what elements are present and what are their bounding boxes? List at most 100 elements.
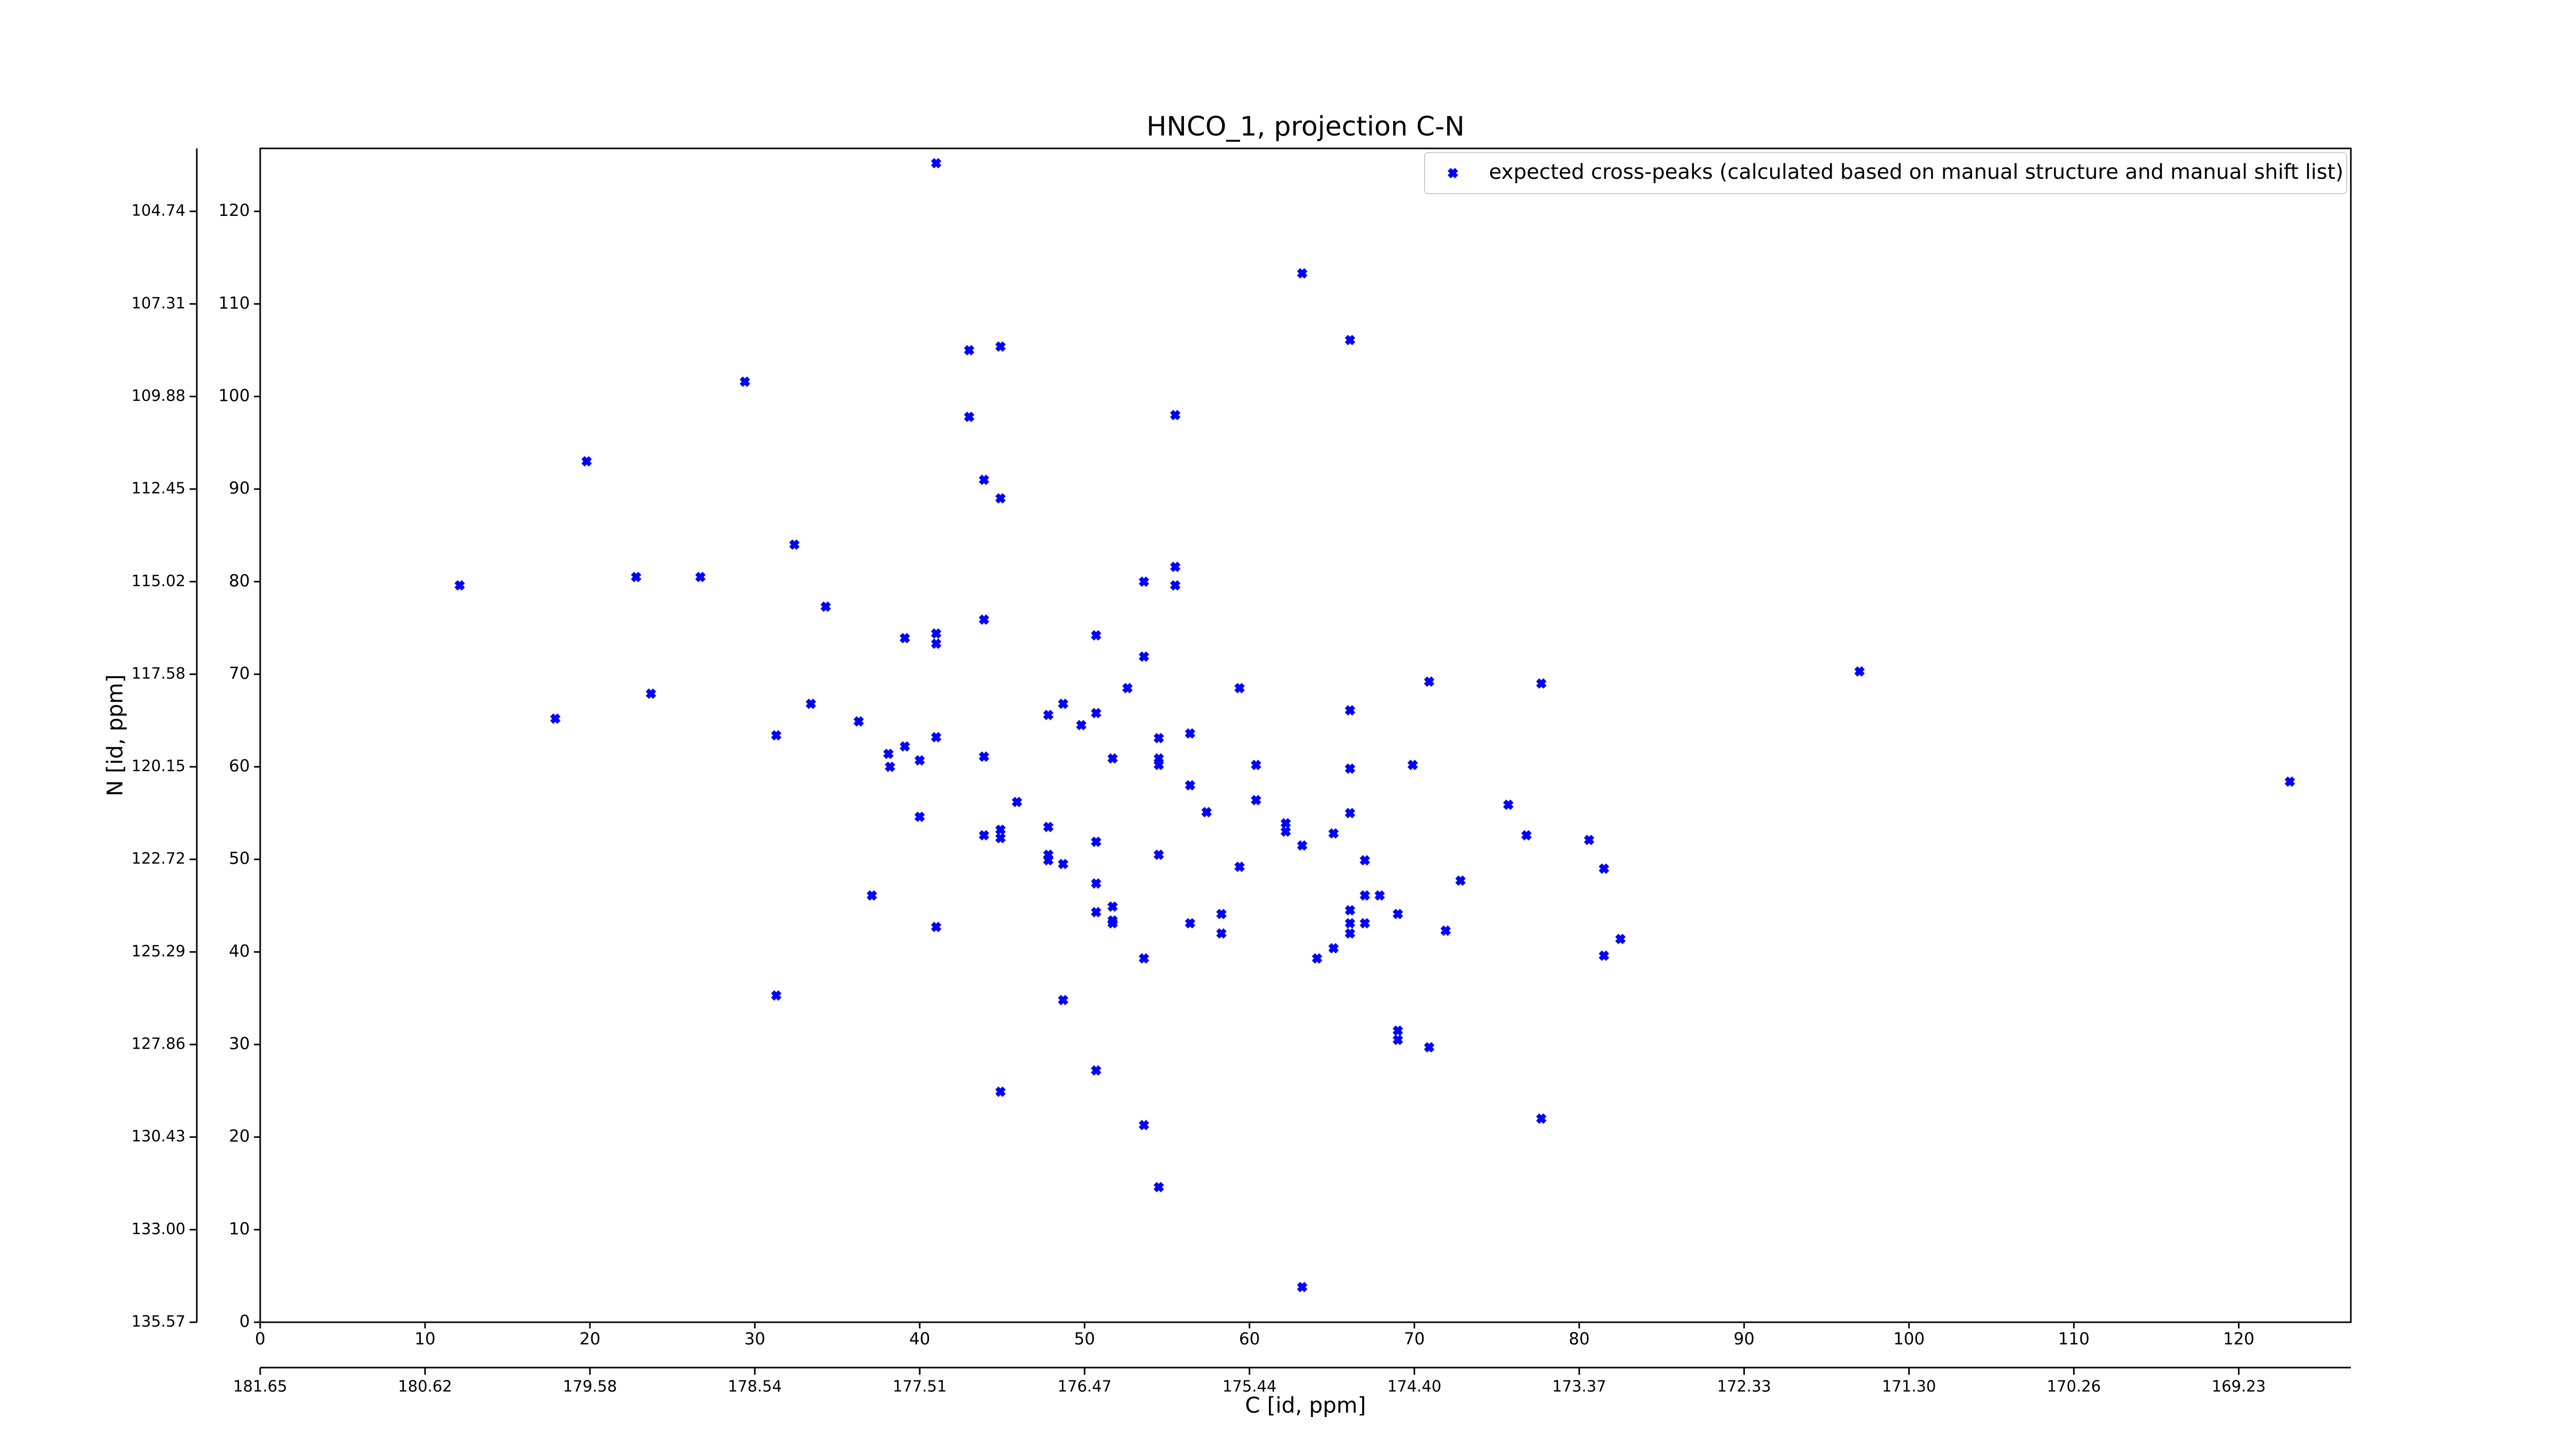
- y2-tick-label: 115.02: [131, 572, 185, 590]
- y-tick-label: 80: [229, 571, 250, 591]
- cross-peak: [995, 824, 1006, 835]
- cross-peak: [1170, 410, 1181, 420]
- cross-peak: [1201, 806, 1212, 818]
- cross-peak: [1107, 918, 1118, 929]
- x-tick-label: 60: [1239, 1329, 1260, 1349]
- x2-tick-label: 179.58: [563, 1378, 617, 1396]
- cross-peak: [1043, 821, 1054, 832]
- cross-peak: [1854, 666, 1865, 677]
- cross-peak: [1599, 863, 1609, 874]
- legend-marker: [1447, 167, 1459, 179]
- cross-peak: [1091, 1065, 1101, 1076]
- cross-peak: [2284, 776, 2295, 787]
- cross-peak: [1122, 683, 1133, 694]
- x-tick-label: 50: [1074, 1329, 1095, 1349]
- cross-peak: [1091, 707, 1101, 719]
- x-axis-label: C [id, ppm]: [1245, 1393, 1366, 1418]
- cross-peak: [1091, 630, 1101, 641]
- y-tick-label: 100: [218, 385, 250, 405]
- cross-peak: [931, 921, 942, 933]
- cross-peak: [1345, 334, 1355, 346]
- cross-peak: [1139, 953, 1149, 964]
- x-tick-label: 10: [415, 1329, 436, 1349]
- x2-tick-label: 173.37: [1552, 1378, 1606, 1396]
- x-tick-label: 90: [1734, 1329, 1755, 1349]
- cross-peak: [931, 732, 942, 743]
- y-tick-label: 70: [229, 663, 250, 683]
- x2-tick-label: 181.65: [233, 1378, 287, 1396]
- cross-peak: [1328, 943, 1339, 954]
- cross-peak: [1615, 934, 1626, 945]
- x2-tick-label: 169.23: [2212, 1378, 2266, 1396]
- cross-peak: [1521, 830, 1532, 841]
- cross-peak: [1139, 1120, 1149, 1131]
- cross-peak: [820, 601, 831, 612]
- cross-peak: [1058, 858, 1069, 869]
- cross-peak: [978, 614, 990, 625]
- x-tick-label: 40: [909, 1329, 930, 1349]
- y2-tick-label: 107.31: [131, 294, 185, 312]
- x2-tick-label: 178.54: [728, 1378, 782, 1396]
- x-tick-label: 70: [1404, 1329, 1425, 1349]
- cross-peak: [1345, 928, 1355, 939]
- cross-peak: [1584, 834, 1595, 846]
- cross-peak: [1154, 733, 1164, 744]
- y-tick-label: 120: [218, 200, 250, 220]
- cross-peak: [695, 571, 706, 582]
- cross-peak: [1250, 760, 1262, 770]
- chart-title: HNCO_1, projection C-N: [1146, 111, 1465, 142]
- x2-tick-label: 171.30: [1882, 1378, 1936, 1396]
- cross-peak: [1234, 683, 1245, 694]
- cross-peak: [1407, 760, 1418, 770]
- x2-tick-label: 176.47: [1058, 1378, 1112, 1396]
- legend-label: expected cross-peaks (calculated based o…: [1489, 160, 2344, 184]
- cross-peak: [550, 713, 561, 724]
- cross-peak: [1393, 1034, 1403, 1046]
- cross-peak: [931, 638, 942, 649]
- cross-peak: [867, 890, 877, 901]
- y-tick-label: 90: [229, 478, 250, 498]
- cross-peak: [1280, 818, 1291, 829]
- cross-peak: [1139, 651, 1149, 662]
- x-tick-label: 30: [744, 1329, 766, 1349]
- y-tick-label: 0: [240, 1311, 250, 1331]
- cross-peak: [885, 761, 895, 772]
- cross-peak: [1154, 1182, 1164, 1192]
- cross-peak: [1043, 710, 1054, 720]
- cross-peak: [805, 698, 817, 710]
- cross-peak: [1440, 925, 1451, 936]
- y2-tick-label: 130.43: [131, 1127, 185, 1145]
- cross-peak: [1297, 1282, 1308, 1292]
- y2-tick-label: 120.15: [131, 757, 185, 776]
- cross-peak: [1536, 1113, 1547, 1124]
- cross-peak: [1091, 907, 1101, 918]
- cross-peak: [1599, 950, 1609, 961]
- cross-peak: [1280, 826, 1291, 837]
- cross-peak: [995, 833, 1006, 844]
- cross-peak: [914, 755, 925, 766]
- y2-tick-label: 109.88: [131, 387, 185, 405]
- cross-peak: [1216, 928, 1227, 939]
- cross-peak: [1184, 918, 1196, 929]
- cross-peak: [1107, 901, 1118, 912]
- cross-peak: [978, 830, 990, 841]
- y-tick-label: 40: [229, 941, 250, 961]
- x2-tick-label: 174.40: [1387, 1378, 1442, 1396]
- cross-peak: [1360, 918, 1370, 929]
- y-axis-label: N [id, ppm]: [103, 675, 128, 797]
- cross-peak: [1455, 875, 1466, 886]
- cross-peak: [1011, 797, 1023, 807]
- y2-tick-label: 122.72: [131, 850, 185, 868]
- cross-peak: [1058, 698, 1069, 710]
- x-tick-label: 120: [2223, 1329, 2255, 1349]
- y2-tick-label: 125.29: [131, 942, 185, 961]
- x-tick-label: 110: [2058, 1329, 2090, 1349]
- cross-peak: [1154, 849, 1164, 860]
- x-tick-label: 100: [1893, 1329, 1925, 1349]
- y-tick-label: 60: [229, 756, 250, 776]
- x2-tick-label: 177.51: [893, 1378, 947, 1396]
- cross-peak: [1360, 855, 1370, 866]
- y2-tick-label: 127.86: [131, 1035, 185, 1053]
